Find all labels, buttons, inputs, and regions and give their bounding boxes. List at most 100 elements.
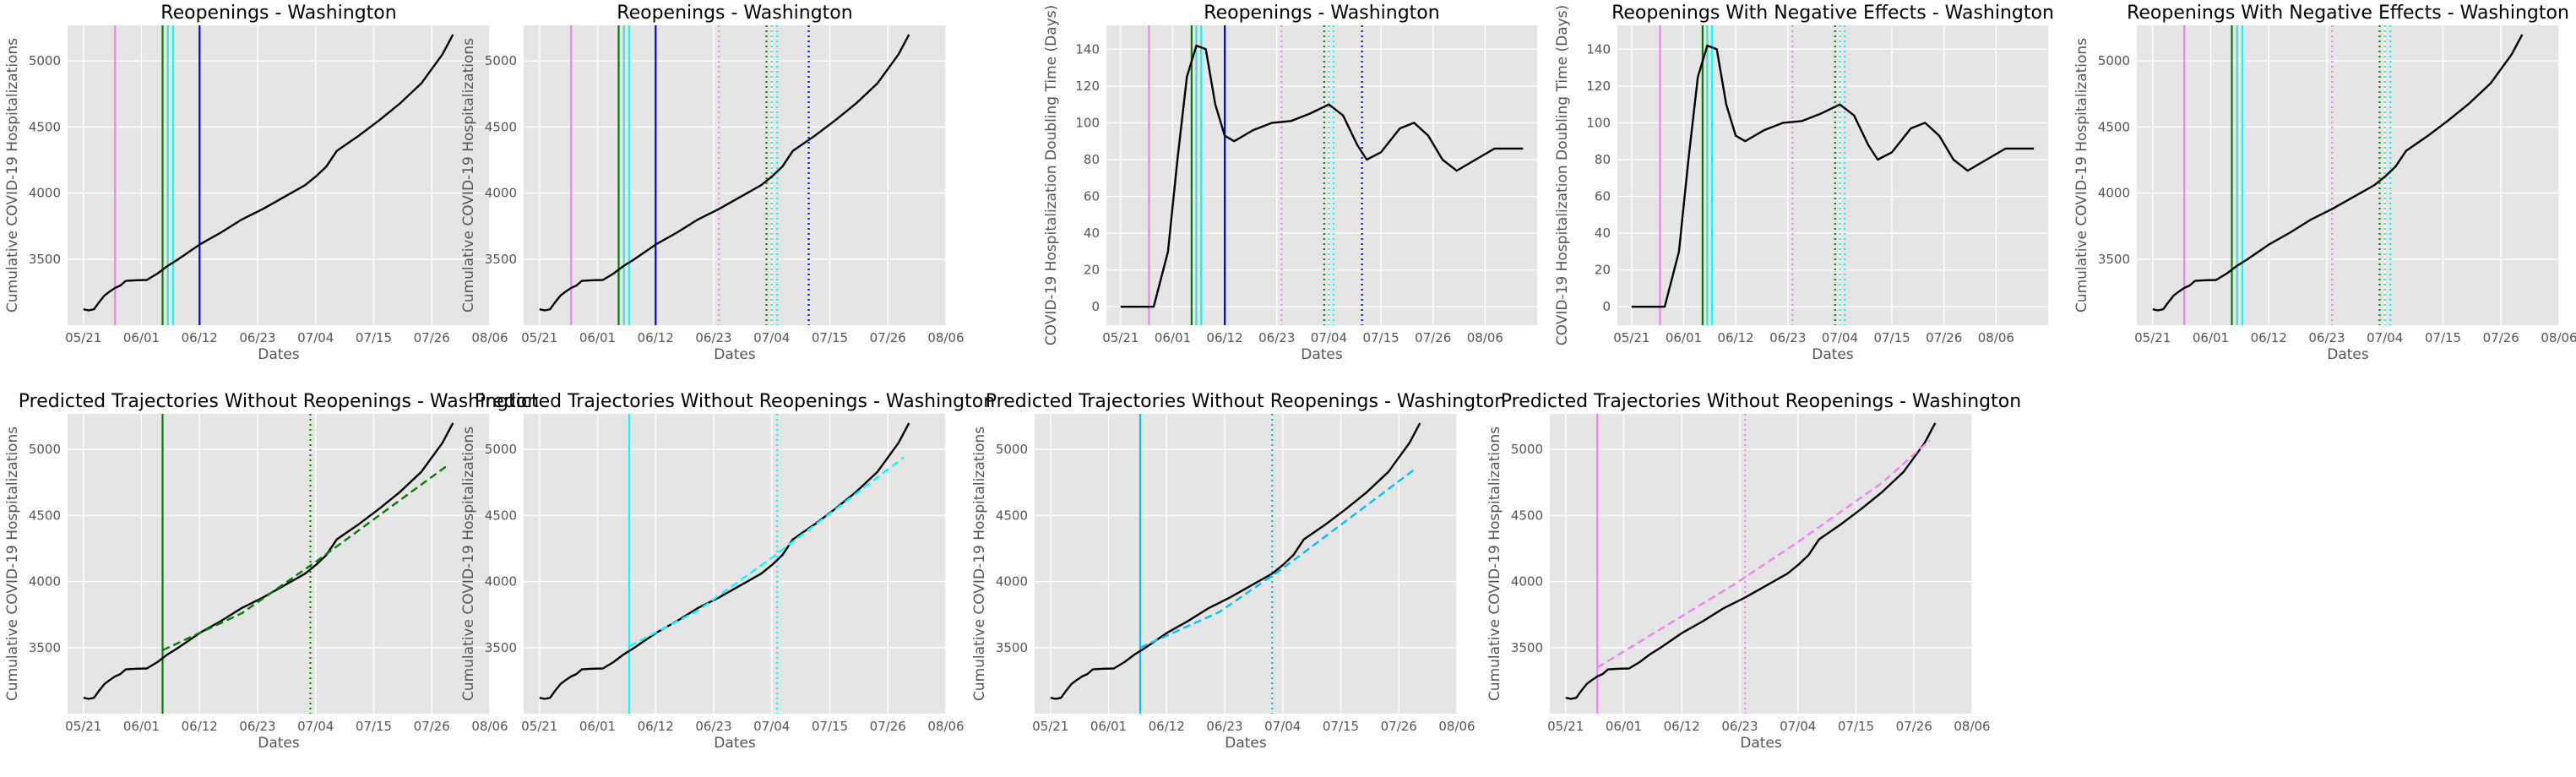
- y-tick-label: 40: [1084, 225, 1100, 241]
- x-tick-label: 06/23: [1206, 719, 1242, 734]
- x-tick-label: 06/01: [123, 330, 160, 345]
- x-tick-label: 06/12: [638, 719, 674, 734]
- x-tick-label: 07/15: [356, 719, 392, 734]
- x-tick-label: 08/06: [1438, 719, 1475, 734]
- x-tick-label: 08/06: [471, 719, 508, 734]
- plot-area: [524, 414, 946, 714]
- x-axis-label: Dates: [1740, 735, 1782, 752]
- y-tick-label: 40: [1595, 225, 1611, 241]
- chart-title: Reopenings - Washington: [160, 3, 396, 24]
- actual-data-line: [1565, 422, 1937, 700]
- y-tick-label: 5000: [485, 442, 517, 457]
- x-tick-label: 06/23: [1721, 719, 1758, 734]
- chart-title: Reopenings - Washington: [1204, 3, 1439, 24]
- x-tick-label: 07/15: [1873, 330, 1910, 345]
- plot-area: [68, 414, 490, 714]
- plot-area: [524, 25, 946, 325]
- x-tick-label: 06/23: [695, 719, 731, 734]
- x-tick-label: 06/23: [2308, 330, 2345, 345]
- plot-area: [1550, 414, 1972, 714]
- x-tick-label: 07/15: [356, 330, 392, 345]
- y-tick-label: 120: [1075, 79, 1100, 94]
- y-tick-label: 4500: [485, 508, 517, 523]
- predicted-trajectory-line: [161, 465, 448, 651]
- x-tick-label: 08/06: [927, 330, 964, 345]
- x-axis-label: Dates: [258, 735, 300, 752]
- y-tick-label: 120: [1586, 79, 1611, 94]
- x-tick-label: 06/23: [1258, 330, 1295, 345]
- x-tick-label: 07/15: [1838, 719, 1874, 734]
- y-tick-label: 5000: [29, 442, 61, 457]
- y-tick-label: 60: [1595, 189, 1611, 204]
- x-tick-label: 07/04: [1264, 719, 1301, 734]
- x-tick-label: 06/01: [123, 719, 160, 734]
- actual-data-line: [539, 34, 910, 312]
- x-tick-label: 07/04: [297, 330, 334, 345]
- chart-panel: 05/21 06/01 06/12 06/23 07/04 07/15 07/26 08/06…: [1486, 391, 2021, 752]
- x-tick-label: 08/06: [2541, 330, 2576, 345]
- x-tick-label: 06/01: [1090, 719, 1127, 734]
- y-axis-label: Cumulative COVID-19 Hospitalizations: [971, 427, 988, 701]
- y-axis-label: Cumulative COVID-19 Hospitalizations: [4, 38, 21, 312]
- x-tick-label: 06/12: [1149, 719, 1185, 734]
- chart-panel: 05/21 06/01 06/12 06/23 07/04 07/15 07/26 08/06…: [1043, 3, 1537, 363]
- x-tick-label: 07/04: [297, 719, 334, 734]
- chart-panel: 05/21 06/01 06/12 06/23 07/04 07/15 07/26 08/06…: [971, 391, 1506, 752]
- y-axis-label: Cumulative COVID-19 Hospitalizations: [2073, 38, 2090, 312]
- y-tick-label: 4500: [1511, 508, 1543, 523]
- y-axis-label: Cumulative COVID-19 Hospitalizations: [460, 38, 477, 312]
- y-tick-label: 5000: [996, 442, 1028, 457]
- y-axis-label: COVID-19 Hospitalization Doubling Time (…: [1554, 5, 1571, 345]
- predicted-trajectory-line: [1596, 439, 1931, 669]
- x-tick-label: 07/26: [414, 330, 450, 345]
- chart-title: Predicted Trajectories Without Reopening…: [1501, 391, 2021, 412]
- y-tick-label: 5000: [2098, 53, 2130, 68]
- x-tick-label: 07/04: [753, 330, 790, 345]
- x-tick-label: 08/06: [1467, 330, 1503, 345]
- y-tick-label: 3500: [2098, 252, 2130, 267]
- y-axis-label: Cumulative COVID-19 Hospitalizations: [4, 427, 21, 701]
- x-tick-label: 06/12: [182, 330, 218, 345]
- y-tick-label: 4000: [2098, 186, 2130, 201]
- y-tick-label: 80: [1084, 152, 1100, 167]
- x-tick-label: 05/21: [1547, 719, 1584, 734]
- y-tick-label: 4500: [29, 508, 61, 523]
- x-tick-label: 07/26: [2483, 330, 2519, 345]
- x-tick-label: 06/23: [695, 330, 731, 345]
- chart-panel: 05/21 06/01 06/12 06/23 07/04 07/15 07/26 08/06…: [460, 391, 995, 752]
- y-tick-label: 3500: [485, 640, 517, 655]
- y-tick-label: 5000: [29, 53, 61, 68]
- predicted-trajectory-line: [1139, 468, 1416, 649]
- x-tick-label: 06/12: [182, 719, 218, 734]
- x-tick-label: 07/26: [870, 330, 906, 345]
- chart-title: Predicted Trajectories Without Reopening…: [19, 391, 539, 412]
- x-tick-label: 05/21: [1613, 330, 1649, 345]
- x-tick-label: 07/04: [1780, 719, 1816, 734]
- x-tick-label: 05/21: [1102, 330, 1139, 345]
- chart-panel: 05/21 06/01 06/12 06/23 07/04 07/15 07/26 08/06…: [4, 3, 508, 363]
- x-tick-label: 05/21: [521, 719, 557, 734]
- y-tick-label: 4500: [996, 508, 1028, 523]
- y-tick-label: 3500: [29, 640, 61, 655]
- x-tick-label: 06/01: [1155, 330, 1191, 345]
- x-axis-label: Dates: [1301, 346, 1343, 363]
- y-tick-label: 3500: [996, 640, 1028, 655]
- y-tick-label: 20: [1084, 263, 1100, 278]
- chart-title: Reopenings With Negative Effects - Washi…: [1611, 3, 2054, 24]
- x-tick-label: 06/01: [1666, 330, 1702, 345]
- x-tick-label: 07/26: [414, 719, 450, 734]
- x-tick-label: 07/15: [812, 719, 848, 734]
- y-tick-label: 20: [1595, 263, 1611, 278]
- x-tick-label: 07/15: [1362, 330, 1399, 345]
- chart-panel: 05/21 06/01 06/12 06/23 07/04 07/15 07/26 08/06…: [2073, 3, 2576, 363]
- x-tick-label: 07/26: [1415, 330, 1451, 345]
- actual-data-line: [1050, 422, 1421, 700]
- y-tick-label: 60: [1084, 189, 1100, 204]
- x-tick-label: 05/21: [521, 330, 557, 345]
- y-tick-label: 80: [1595, 152, 1611, 167]
- chart-title: Reopenings - Washington: [617, 3, 852, 24]
- actual-data-line: [1631, 44, 2035, 308]
- chart-panel: 05/21 06/01 06/12 06/23 07/04 07/15 07/26 08/06…: [460, 3, 965, 363]
- y-tick-label: 3500: [1511, 640, 1543, 655]
- y-tick-label: 4000: [485, 186, 517, 201]
